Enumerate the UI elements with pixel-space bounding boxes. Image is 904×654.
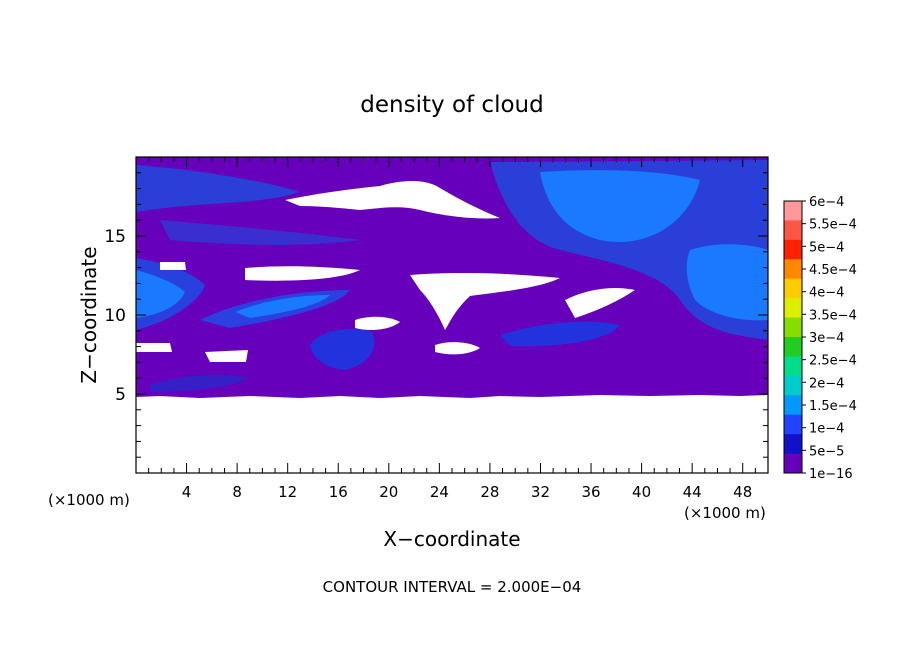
colorbar-swatch [784,375,802,396]
contour-interval-note: CONTOUR INTERVAL = 2.000E−04 [323,578,582,596]
x-unit-right: (×1000 m) [684,504,766,522]
colorbar-label: 2e−4 [809,376,844,391]
colorbar-swatch [784,220,802,241]
x-tick-labels: 4 8 12 16 20 24 28 32 36 40 44 48 [182,483,752,501]
y-tick-label: 5 [115,385,126,405]
colorbar-swatch [784,356,802,377]
x-tick-label: 40 [632,483,651,501]
cloud-band-mid-core [235,295,330,318]
colorbar-label: 3.5e−4 [809,308,857,323]
clear-gap-small-center [355,316,400,330]
colorbar-label: 5e−4 [809,240,844,255]
x-tick-label: 36 [581,483,600,501]
y-tick-label: 15 [104,227,126,247]
x-tick-label: 48 [733,483,752,501]
x-tick-label: 4 [182,483,192,501]
colorbar-label: 6e−4 [809,195,844,210]
cloud-band-right-core [540,170,700,242]
clear-gap-mid-right [565,288,635,318]
y-tick-labels: 5 10 15 [104,227,126,405]
clear-gap-center-left [245,266,360,281]
y-tick-marks [136,172,768,458]
x-tick-label: 12 [278,483,297,501]
x-tick-label: 24 [430,483,449,501]
x-unit-left: (×1000 m) [48,491,130,509]
x-axis-label: X−coordinate [383,527,520,551]
colorbar-swatch [784,239,802,260]
clear-gap-lower-center [435,342,480,355]
y-axis-label: Z−coordinate [77,246,101,383]
x-tick-label: 28 [480,483,499,501]
x-tick-marks [148,157,756,473]
colorbar-label: 4e−4 [809,286,844,301]
clear-gap-small-left [160,262,186,270]
colorbar-swatch [784,278,802,299]
colorbar-label: 1.5e−4 [809,399,857,414]
colorbar: 6e−4 5.5e−4 5e−4 4.5e−4 4e−4 3.5e−4 3e−4 2.5e−4… [783,195,857,482]
cloud-band-cell-34 [500,321,620,347]
clear-gap-left [136,343,172,352]
chart-title: density of cloud [360,92,543,118]
x-tick-label: 20 [379,483,398,501]
cloud-band-cell-16 [310,328,375,370]
colorbar-swatch [784,453,802,474]
colorbar-label: 1e−16 [809,467,853,482]
colorbar-label: 1e−4 [809,422,844,437]
cloud-band-low-left [150,374,250,392]
clear-gap-top [285,181,500,219]
cloud-band-left-core [136,270,185,318]
y-tick-label: 10 [104,306,126,326]
clear-gap-mid [410,273,560,330]
colorbar-label: 2.5e−4 [809,354,857,369]
colorbar-swatch [784,298,802,319]
x-tick-label: 8 [232,483,242,501]
cloud-band-far-right-core [686,244,768,321]
colorbar-swatch [784,201,802,221]
x-tick-label: 16 [329,483,348,501]
colorbar-label: 4.5e−4 [809,263,857,278]
plot-area [136,157,768,473]
colorbar-swatch [784,259,802,280]
colorbar-swatch [784,317,802,338]
cloud-band-upper [160,220,360,245]
x-tick-label: 32 [531,483,550,501]
x-tick-label: 44 [683,483,702,501]
colorbar-swatch [784,337,802,357]
colorbar-swatch [784,414,802,435]
colorbar-swatch [784,395,802,416]
colorbar-label: 5e−5 [809,444,844,459]
colorbar-label: 3e−4 [809,331,844,346]
clear-gap-small-lower [205,350,248,362]
colorbar-label: 5.5e−4 [809,218,857,233]
colorbar-swatch [784,434,802,455]
cloud-band-top-left [136,165,300,212]
